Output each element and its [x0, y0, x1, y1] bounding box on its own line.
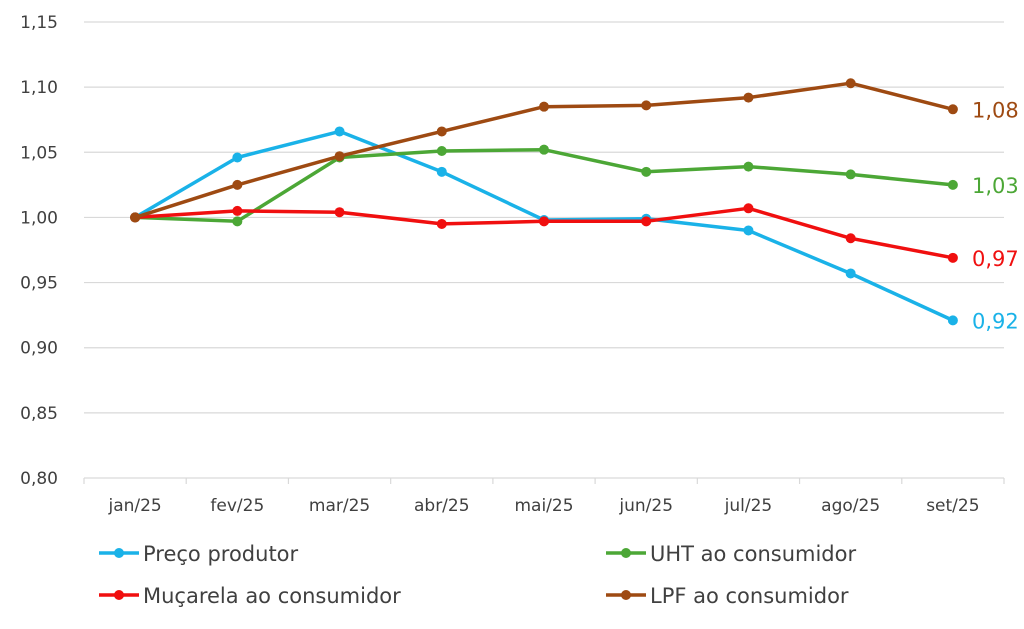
y-tick-label: 1,10	[20, 78, 58, 98]
data-point	[436, 126, 447, 137]
data-point	[845, 268, 856, 279]
data-point	[130, 212, 141, 223]
legend-label: Preço produtor	[143, 542, 299, 566]
data-point	[845, 169, 856, 180]
legend-item: Muçarela ao consumidor	[99, 584, 401, 608]
series-3	[130, 78, 958, 223]
data-point	[641, 100, 652, 111]
grid-lines	[84, 21, 1004, 479]
end-label: 1,03	[972, 174, 1019, 198]
y-tick-label: 0,95	[20, 274, 58, 294]
x-tick-label: mar/25	[309, 496, 370, 516]
data-point	[947, 252, 958, 263]
end-label: 1,08	[972, 98, 1019, 122]
legend-item: UHT ao consumidor	[606, 542, 856, 566]
data-point	[743, 92, 754, 103]
legend-label: Muçarela ao consumidor	[143, 584, 401, 608]
y-tick-label: 1,05	[20, 143, 58, 163]
x-tick-label: jan/25	[107, 496, 161, 516]
y-tick-label: 1,15	[20, 13, 58, 33]
data-point	[947, 104, 958, 115]
data-point	[947, 179, 958, 190]
data-point	[845, 233, 856, 244]
end-label: 0,92	[972, 309, 1019, 333]
end-labels: 0,92 1,03 0,97 1,08	[972, 98, 1019, 333]
end-label: 0,97	[972, 247, 1019, 271]
legend-swatch-marker	[114, 548, 124, 558]
data-point	[334, 151, 345, 162]
data-point	[436, 218, 447, 229]
data-point	[947, 315, 958, 326]
data-point	[845, 78, 856, 89]
data-point	[539, 216, 549, 227]
data-point	[743, 225, 754, 236]
y-tick-label: 0,80	[20, 469, 58, 489]
data-point	[232, 152, 243, 163]
data-point	[334, 126, 345, 137]
x-tick-label: jun/25	[618, 496, 673, 516]
y-tick-label: 1,00	[20, 208, 58, 228]
legend-swatch-marker	[621, 590, 631, 600]
data-point	[743, 161, 754, 172]
data-point	[232, 205, 243, 216]
x-tick-label: ago/25	[821, 496, 880, 516]
series-group	[130, 78, 958, 326]
data-point	[232, 216, 243, 227]
x-tick-label: fev/25	[210, 496, 264, 516]
legend-label: UHT ao consumidor	[650, 542, 856, 566]
data-point	[743, 203, 754, 214]
legend: Preço produtor UHT ao consumidor Muçarela …	[99, 542, 856, 608]
series-1	[130, 144, 958, 227]
legend-item: Preço produtor	[99, 542, 299, 566]
legend-label: LPF ao consumidor	[650, 584, 849, 608]
x-axis: jan/25 fev/25 mar/25 abr/25 mai/25 jun/25 jul/…	[83, 478, 1005, 516]
data-point	[641, 216, 652, 227]
legend-swatch-marker	[621, 548, 631, 558]
data-point	[334, 207, 345, 218]
y-axis-ticks: 0,80 0,85 0,90 0,95 1,00 1,05 1,10 1,15	[20, 13, 58, 489]
data-point	[641, 166, 652, 177]
legend-item: LPF ao consumidor	[606, 584, 849, 608]
series-2	[130, 203, 958, 263]
data-point	[232, 179, 243, 190]
x-tick-label: jul/25	[724, 496, 773, 516]
x-tick-label: abr/25	[414, 496, 470, 516]
data-point	[539, 101, 549, 112]
data-point	[436, 145, 447, 156]
data-point	[539, 144, 549, 155]
x-tick-label: mai/25	[514, 496, 573, 516]
y-tick-label: 0,85	[20, 404, 58, 424]
legend-swatch-marker	[114, 590, 124, 600]
data-point	[436, 166, 447, 177]
x-tick-label: set/25	[926, 496, 979, 516]
y-tick-label: 0,90	[20, 339, 58, 359]
